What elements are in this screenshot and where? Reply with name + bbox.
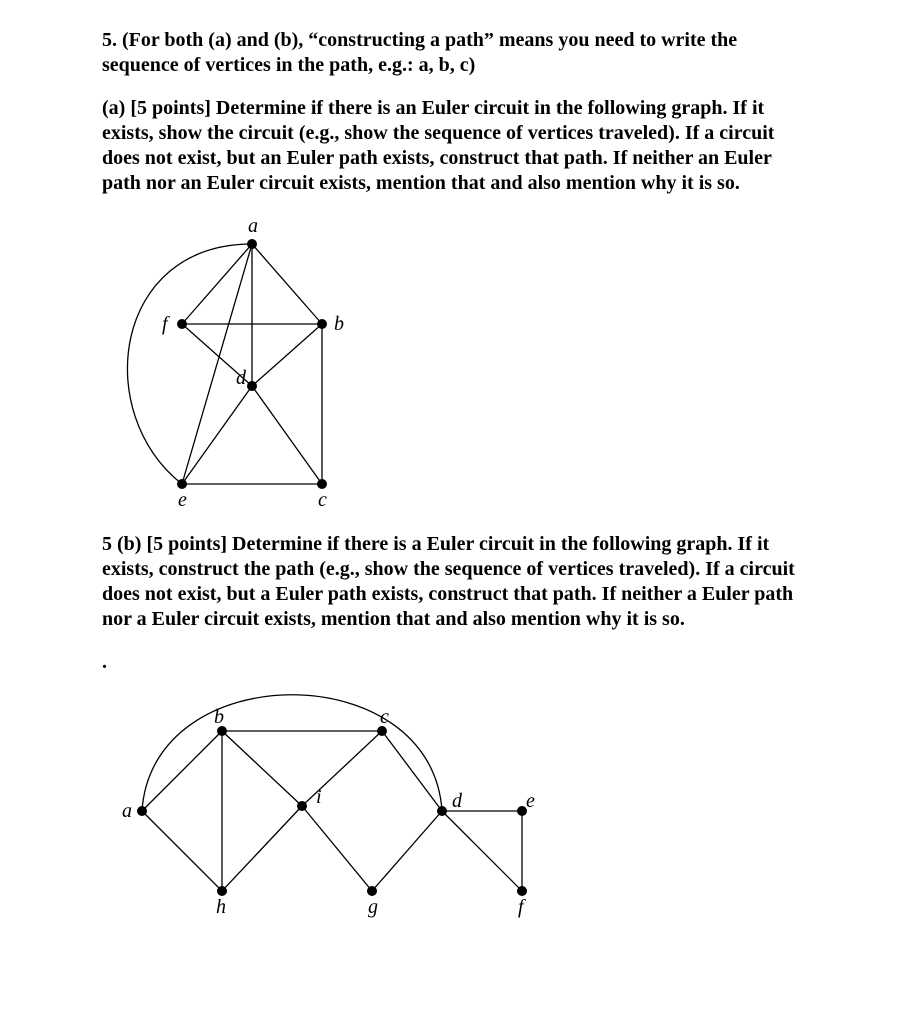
vertex-a [137, 806, 147, 816]
vertex-c [317, 479, 327, 489]
q5-intro: 5. (For both (a) and (b), “constructing … [102, 28, 812, 78]
edge-arc [127, 244, 252, 484]
vertex-label-e: e [178, 489, 187, 511]
vertex-f [517, 886, 527, 896]
vertex-g [367, 886, 377, 896]
q5b-prompt: 5 (b) [5 points] Determine if there is a… [102, 532, 812, 632]
vertex-label-d: d [452, 790, 463, 812]
vertex-label-b: b [214, 706, 224, 728]
vertex-f [177, 319, 187, 329]
edge [302, 806, 372, 891]
edge [222, 806, 302, 891]
vertex-label-f: f [162, 313, 170, 335]
edge [182, 386, 252, 484]
vertex-label-g: g [368, 896, 378, 918]
vertex-b [317, 319, 327, 329]
vertex-label-c: c [318, 489, 327, 511]
edge [222, 731, 302, 806]
vertex-h [217, 886, 227, 896]
vertex-label-a: a [122, 800, 132, 822]
edge [142, 811, 222, 891]
edge [252, 386, 322, 484]
stray-dot: . [102, 650, 812, 675]
exam-page: 5. (For both (a) and (b), “constructing … [0, 0, 922, 1024]
edge-arc [142, 695, 442, 811]
graph-b-svg: a b c i d e h g f [102, 681, 622, 921]
edge [442, 811, 522, 891]
edge [372, 811, 442, 891]
vertex-label-a: a [248, 215, 258, 237]
vertex-label-c: c [380, 706, 389, 728]
vertex-e [177, 479, 187, 489]
edge [252, 244, 322, 324]
edge [182, 244, 252, 484]
q5b-graph: a b c i d e h g f [102, 681, 812, 921]
vertex-label-b: b [334, 313, 344, 335]
edge [302, 731, 382, 806]
vertex-label-f: f [518, 896, 526, 918]
vertex-label-h: h [216, 896, 226, 918]
q5a-graph: a f b d e c [102, 214, 812, 514]
edge [252, 324, 322, 386]
graph-a-svg: a f b d e c [102, 214, 422, 514]
vertex-a [247, 239, 257, 249]
vertex-label-i: i [316, 786, 322, 808]
edge [142, 731, 222, 811]
stray-dot-text: . [102, 651, 107, 673]
vertex-d [247, 381, 257, 391]
vertex-d [437, 806, 447, 816]
q5a-prompt: (a) [5 points] Determine if there is an … [102, 96, 812, 196]
vertex-label-d: d [236, 367, 247, 389]
vertex-i [297, 801, 307, 811]
vertex-label-e: e [526, 790, 535, 812]
